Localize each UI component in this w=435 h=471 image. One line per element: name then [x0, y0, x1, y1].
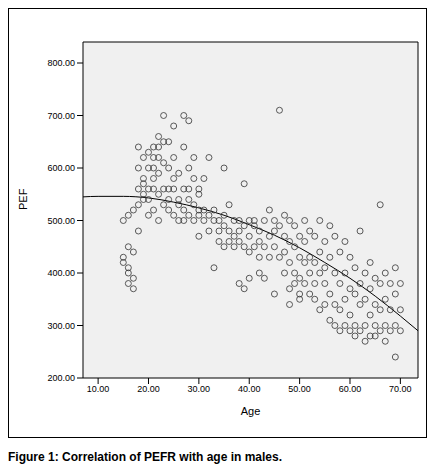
svg-text:700.00: 700.00 — [47, 111, 75, 121]
svg-text:20.00: 20.00 — [137, 384, 160, 394]
svg-text:50.00: 50.00 — [288, 384, 311, 394]
svg-text:800.00: 800.00 — [47, 58, 75, 68]
html-text:Figure 1: Correlation of PEFR: Figure 1: Correlation of PEFR with age i… — [8, 450, 282, 464]
svg-text:Age: Age — [241, 405, 261, 417]
svg-text:600.00: 600.00 — [47, 163, 75, 173]
svg-text:PEF: PEF — [17, 188, 29, 210]
svg-text:500.00: 500.00 — [47, 216, 75, 226]
svg-text:300.00: 300.00 — [47, 321, 75, 331]
svg-text:60.00: 60.00 — [339, 384, 362, 394]
svg-text:200.00: 200.00 — [47, 373, 75, 383]
svg-text:30.00: 30.00 — [188, 384, 211, 394]
svg-text:40.00: 40.00 — [238, 384, 261, 394]
svg-text:70.00: 70.00 — [389, 384, 412, 394]
svg-text:400.00: 400.00 — [47, 268, 75, 278]
svg-text:10.00: 10.00 — [87, 384, 110, 394]
